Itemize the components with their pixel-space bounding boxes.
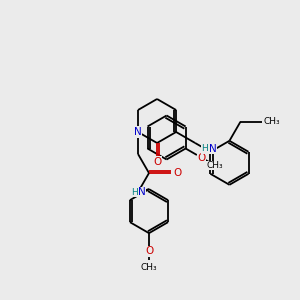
Text: O: O	[145, 246, 153, 256]
Text: N: N	[208, 144, 216, 154]
Text: O: O	[174, 168, 182, 178]
Text: O: O	[153, 157, 161, 167]
Text: CH₃: CH₃	[141, 263, 157, 272]
Text: N: N	[134, 127, 142, 137]
Text: CH₃: CH₃	[207, 161, 224, 170]
Text: CH₃: CH₃	[263, 117, 280, 126]
Text: H: H	[201, 144, 208, 153]
Text: O: O	[197, 153, 206, 163]
Text: H: H	[130, 188, 137, 196]
Text: N: N	[138, 187, 146, 197]
